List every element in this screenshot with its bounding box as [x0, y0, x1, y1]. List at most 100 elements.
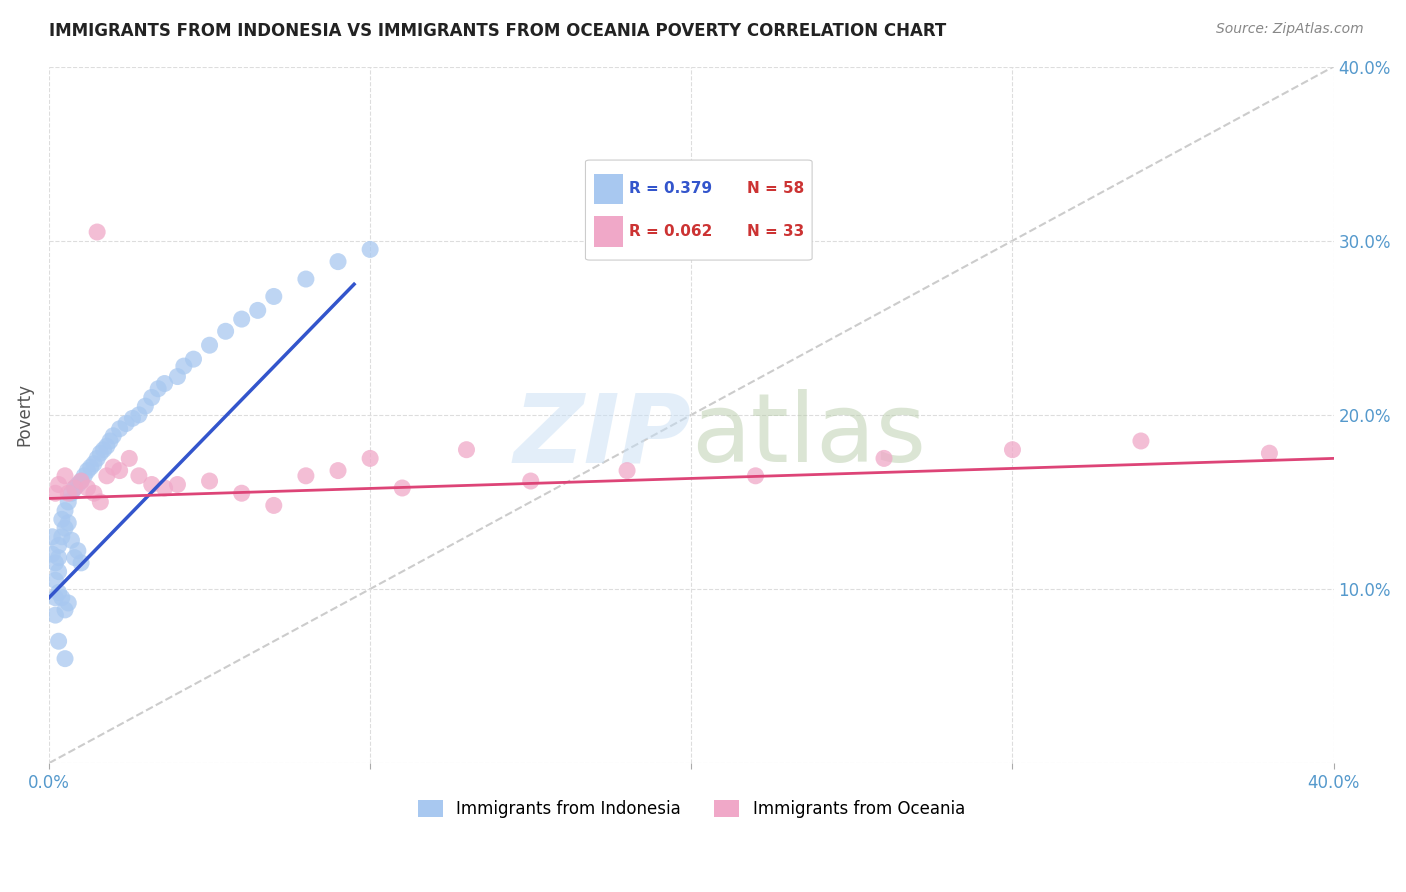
- Point: [76, 464, 98, 478]
- Point: [89, 495, 111, 509]
- Point: [141, 391, 163, 405]
- Point: [86, 225, 108, 239]
- Point: [263, 289, 285, 303]
- Point: [66, 477, 89, 491]
- Point: [173, 359, 195, 373]
- Point: [153, 376, 176, 391]
- Point: [70, 474, 93, 488]
- Point: [53, 503, 76, 517]
- Point: [1001, 442, 1024, 457]
- Point: [103, 460, 125, 475]
- Point: [86, 451, 108, 466]
- Point: [44, 608, 66, 623]
- Point: [48, 539, 70, 553]
- Point: [96, 468, 118, 483]
- Point: [166, 477, 188, 491]
- Point: [128, 408, 150, 422]
- Point: [53, 651, 76, 665]
- Point: [53, 468, 76, 483]
- FancyBboxPatch shape: [595, 174, 623, 204]
- Point: [1129, 434, 1152, 448]
- Point: [1258, 446, 1281, 460]
- Text: R = 0.062: R = 0.062: [628, 224, 713, 239]
- Point: [326, 464, 349, 478]
- Point: [44, 591, 66, 605]
- Point: [83, 457, 105, 471]
- Point: [326, 254, 349, 268]
- Point: [93, 442, 115, 457]
- Point: [48, 565, 70, 579]
- Point: [70, 474, 93, 488]
- Point: [73, 468, 96, 483]
- Point: [51, 591, 73, 605]
- FancyBboxPatch shape: [595, 216, 623, 246]
- Point: [231, 486, 253, 500]
- Text: N = 58: N = 58: [747, 181, 804, 196]
- Point: [89, 446, 111, 460]
- FancyBboxPatch shape: [585, 160, 813, 260]
- Point: [198, 474, 221, 488]
- Point: [873, 451, 896, 466]
- Point: [48, 477, 70, 491]
- Point: [60, 486, 83, 500]
- Point: [108, 422, 131, 436]
- Point: [44, 556, 66, 570]
- Point: [616, 464, 638, 478]
- Point: [128, 468, 150, 483]
- Point: [198, 338, 221, 352]
- Point: [121, 411, 143, 425]
- Point: [359, 451, 381, 466]
- Point: [80, 460, 103, 475]
- Point: [246, 303, 269, 318]
- Point: [519, 474, 541, 488]
- Point: [263, 499, 285, 513]
- Point: [108, 464, 131, 478]
- Point: [48, 550, 70, 565]
- Text: Source: ZipAtlas.com: Source: ZipAtlas.com: [1216, 22, 1364, 37]
- Point: [295, 272, 318, 286]
- Point: [58, 516, 80, 530]
- Point: [359, 243, 381, 257]
- Y-axis label: Poverty: Poverty: [15, 384, 32, 446]
- Point: [41, 547, 63, 561]
- Point: [58, 596, 80, 610]
- Point: [115, 417, 138, 431]
- Point: [214, 324, 236, 338]
- Point: [295, 468, 318, 483]
- Point: [391, 481, 413, 495]
- Point: [153, 481, 176, 495]
- Point: [51, 512, 73, 526]
- Point: [53, 603, 76, 617]
- Point: [141, 477, 163, 491]
- Point: [83, 486, 105, 500]
- Point: [70, 556, 93, 570]
- Point: [44, 486, 66, 500]
- Point: [66, 543, 89, 558]
- Point: [98, 434, 121, 448]
- Point: [63, 550, 86, 565]
- Text: N = 33: N = 33: [747, 224, 804, 239]
- Point: [53, 521, 76, 535]
- Legend: Immigrants from Indonesia, Immigrants from Oceania: Immigrants from Indonesia, Immigrants fr…: [411, 793, 972, 824]
- Point: [103, 429, 125, 443]
- Point: [63, 481, 86, 495]
- Text: R = 0.379: R = 0.379: [628, 181, 713, 196]
- Text: ZIP: ZIP: [513, 389, 692, 483]
- Text: IMMIGRANTS FROM INDONESIA VS IMMIGRANTS FROM OCEANIA POVERTY CORRELATION CHART: IMMIGRANTS FROM INDONESIA VS IMMIGRANTS …: [49, 22, 946, 40]
- Point: [146, 382, 169, 396]
- Point: [118, 451, 141, 466]
- Point: [456, 442, 478, 457]
- Point: [231, 312, 253, 326]
- Point: [63, 481, 86, 495]
- Point: [166, 369, 188, 384]
- Point: [48, 634, 70, 648]
- Point: [744, 468, 766, 483]
- Point: [96, 439, 118, 453]
- Point: [134, 399, 156, 413]
- Point: [58, 495, 80, 509]
- Point: [44, 574, 66, 588]
- Point: [76, 481, 98, 495]
- Point: [60, 533, 83, 548]
- Point: [183, 352, 205, 367]
- Point: [58, 486, 80, 500]
